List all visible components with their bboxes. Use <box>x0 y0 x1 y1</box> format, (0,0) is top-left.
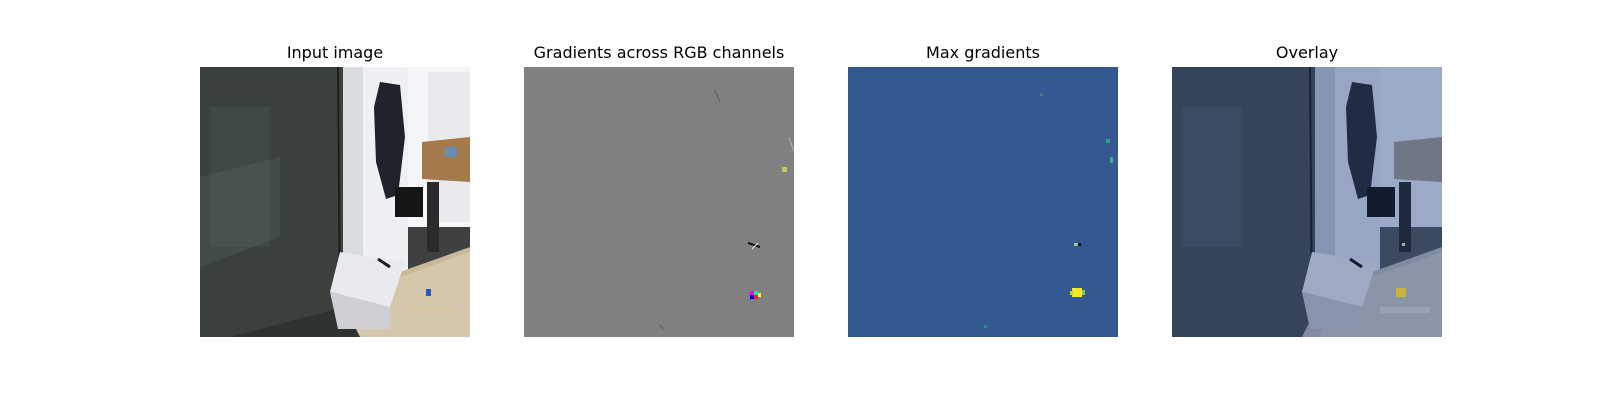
panel-input-image: Input image <box>200 0 470 400</box>
panel-title: Overlay <box>1275 43 1339 62</box>
panel-max-gradients: Max gradients <box>848 0 1118 400</box>
panel-title: Max gradients <box>926 43 1040 62</box>
input-image <box>200 67 470 337</box>
gradients-rgb-image <box>524 67 794 337</box>
panel-title: Input image <box>286 43 384 62</box>
panel-overlay: Overlay <box>1172 0 1442 400</box>
overlay-image <box>1172 67 1442 337</box>
panel-gradients-rgb: Gradients across RGB channels <box>524 0 794 400</box>
max-gradients-image <box>848 67 1118 337</box>
panel-title: Gradients across RGB channels <box>533 43 785 62</box>
